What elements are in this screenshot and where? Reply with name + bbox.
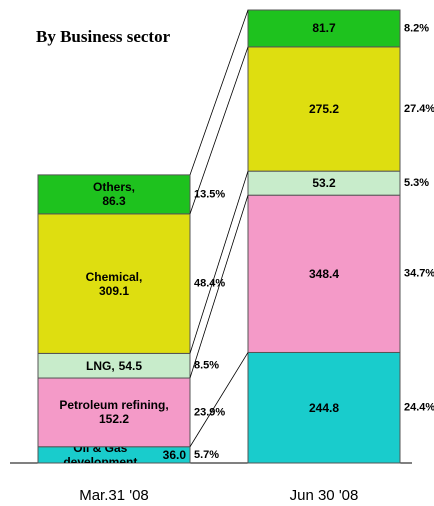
value-label: 152.2 [98, 412, 130, 427]
share-label: 34.7% [404, 268, 434, 280]
segment-label: 348.4 [248, 195, 400, 352]
segment-text: Petroleum refining, 152.2 [38, 378, 190, 447]
segment-text: 81.7 [248, 10, 400, 47]
sector-name: Petroleum refining, [59, 398, 169, 413]
share-label: 24.4% [404, 402, 434, 414]
segment-label: LNG, 54.5 [38, 353, 190, 378]
share-label: 8.2% [404, 22, 429, 34]
value-label: 309.1 [98, 283, 130, 298]
connector [189, 352, 249, 447]
value-label: 275.2 [308, 102, 340, 116]
segment-label: 81.7 [248, 10, 400, 47]
share-label: 27.4% [404, 103, 434, 115]
connector [189, 171, 249, 354]
share-label: 48.4% [194, 278, 225, 290]
bar-segment [37, 174, 191, 215]
segment-label: 275.2 [248, 47, 400, 171]
bar-segment [37, 352, 191, 379]
segment-text: LNG, 54.5 [38, 353, 190, 378]
value-label: 81.7 [312, 21, 336, 36]
value-label: 53.2 [312, 176, 336, 191]
bar-segment [247, 351, 401, 464]
share-label: 5.3% [404, 177, 429, 189]
segment-label: Petroleum refining,152.2 [38, 378, 190, 447]
sector-name: Chemical, [85, 269, 143, 284]
x-tick-label: Mar.31 '08 [79, 487, 149, 504]
segment-label: Others,86.3 [38, 175, 190, 214]
segment-text: Others, 86.3 [38, 175, 190, 214]
value-label: 36.0 [162, 447, 186, 462]
segment-text: 275.2 [248, 47, 400, 171]
connector [189, 9, 249, 176]
segment-label: Oil & Gas development 36.0 [38, 447, 190, 463]
segment-text: 53.2 [248, 171, 400, 195]
sector-name: Others, [92, 180, 135, 195]
x-tick-label: Jun 30 '08 [290, 487, 359, 504]
segment-text: 244.8 [248, 352, 400, 463]
connector [189, 46, 249, 214]
sector-name: Oil & Gas development [63, 446, 138, 463]
segment-label: Chemical,309.1 [38, 214, 190, 354]
value-label: 244.8 [308, 400, 340, 415]
chart-title: By Business sector [36, 27, 171, 46]
sector-name: LNG, [85, 358, 115, 373]
connector [189, 195, 249, 379]
bar-segment [247, 170, 401, 196]
value-label: 348.4 [308, 266, 340, 281]
share-label: 8.5% [194, 360, 219, 372]
bar-segment [247, 9, 401, 48]
share-label: 13.5% [194, 188, 225, 200]
share-label: 23.9% [194, 406, 225, 418]
share-label: 5.7% [194, 449, 219, 461]
value-label: 86.3 [102, 194, 126, 209]
bar-segment [37, 377, 191, 448]
bar-segment [37, 213, 191, 354]
value-label: 54.5 [118, 358, 143, 373]
segment-label: 244.8 [248, 352, 400, 463]
segment-text: Chemical, 309.1 [38, 214, 190, 354]
bar-segment [247, 194, 401, 353]
bar-segment [247, 46, 401, 172]
segment-label: 53.2 [248, 171, 400, 195]
segment-text: 348.4 [248, 195, 400, 352]
segment-text: Oil & Gas development 36.0 [38, 447, 190, 463]
